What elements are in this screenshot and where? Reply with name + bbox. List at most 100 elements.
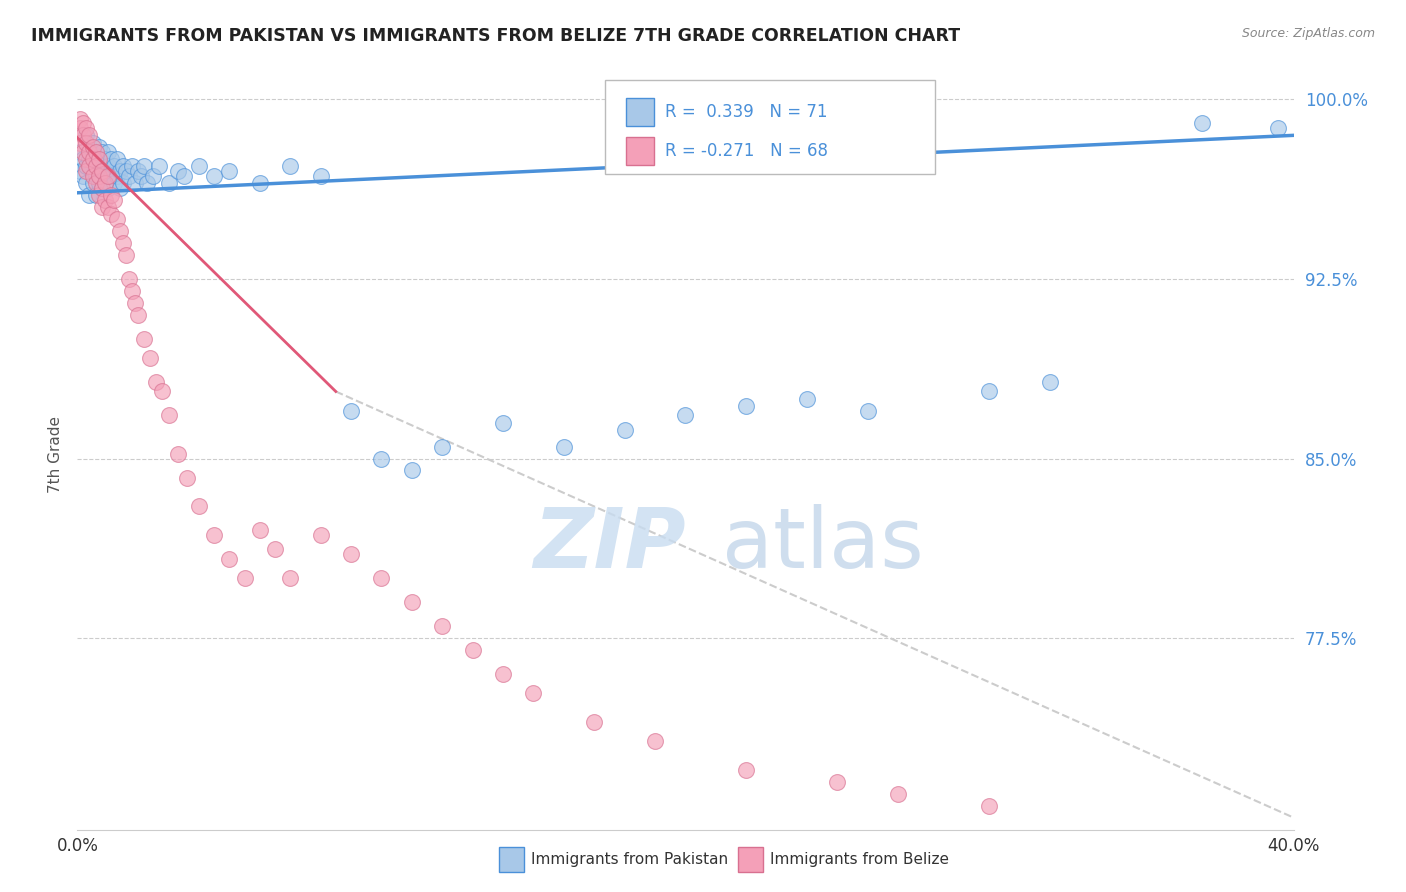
Point: [97, 200, 120, 214]
Point: [124, 296, 146, 310]
Point: [1191, 116, 1213, 130]
Text: Immigrants from Pakistan: Immigrants from Pakistan: [531, 852, 728, 867]
Point: [430, 440, 453, 454]
Point: [93, 153, 115, 167]
Point: [134, 332, 156, 346]
Point: [90, 164, 112, 178]
Point: [264, 542, 287, 557]
Point: [90, 200, 112, 214]
Point: [370, 571, 392, 585]
Point: [111, 160, 134, 174]
Point: [735, 399, 758, 413]
Point: [121, 284, 143, 298]
Point: [111, 176, 134, 190]
Point: [90, 164, 112, 178]
Point: [148, 160, 170, 174]
Text: ZIP: ZIP: [533, 504, 686, 585]
Point: [87, 169, 110, 183]
Point: [340, 547, 363, 561]
Point: [340, 403, 363, 417]
Point: [84, 153, 107, 167]
Point: [796, 392, 818, 406]
Point: [69, 136, 91, 150]
Point: [166, 447, 188, 461]
Point: [75, 176, 97, 190]
Point: [127, 164, 149, 178]
Point: [249, 524, 271, 538]
Point: [75, 136, 97, 150]
Point: [69, 145, 91, 160]
Point: [118, 169, 141, 183]
Point: [136, 176, 159, 190]
Point: [100, 207, 122, 221]
Point: [75, 128, 97, 143]
Point: [675, 409, 697, 423]
Point: [522, 686, 544, 700]
Text: Immigrants from Belize: Immigrants from Belize: [770, 852, 949, 867]
Point: [173, 169, 195, 183]
Point: [72, 128, 94, 143]
Point: [644, 734, 666, 748]
Point: [90, 181, 112, 195]
Point: [553, 440, 575, 454]
Point: [129, 169, 152, 183]
Point: [401, 463, 423, 477]
Point: [278, 571, 301, 585]
Point: [75, 160, 97, 174]
Point: [152, 384, 174, 399]
Point: [72, 145, 94, 160]
Point: [1039, 375, 1062, 389]
Text: IMMIGRANTS FROM PAKISTAN VS IMMIGRANTS FROM BELIZE 7TH GRADE CORRELATION CHART: IMMIGRANTS FROM PAKISTAN VS IMMIGRANTS F…: [31, 27, 960, 45]
Y-axis label: 7th Grade: 7th Grade: [48, 417, 63, 493]
Point: [84, 169, 107, 183]
Point: [79, 128, 101, 143]
Text: R = -0.271   N = 68: R = -0.271 N = 68: [665, 142, 828, 160]
Point: [218, 552, 240, 566]
Point: [84, 160, 107, 174]
Point: [139, 351, 162, 365]
Point: [979, 798, 1001, 813]
Text: atlas: atlas: [721, 504, 924, 585]
Point: [100, 169, 122, 183]
Point: [202, 528, 225, 542]
Point: [93, 193, 115, 207]
Point: [115, 248, 138, 262]
Point: [72, 116, 94, 130]
Point: [82, 176, 104, 190]
Point: [72, 169, 94, 183]
Point: [82, 153, 104, 167]
Point: [75, 164, 97, 178]
Point: [1267, 121, 1289, 136]
Point: [856, 403, 879, 417]
Point: [84, 145, 107, 160]
Point: [90, 145, 112, 160]
Point: [157, 176, 180, 190]
Point: [100, 188, 122, 202]
Point: [111, 235, 134, 250]
Point: [87, 140, 110, 154]
Point: [87, 153, 110, 167]
Point: [100, 153, 122, 167]
Point: [142, 169, 165, 183]
Point: [84, 188, 107, 202]
Point: [583, 714, 606, 729]
Point: [188, 160, 211, 174]
Point: [82, 169, 104, 183]
Point: [75, 153, 97, 167]
Point: [97, 145, 120, 160]
Point: [118, 272, 141, 286]
Point: [108, 164, 131, 178]
Point: [613, 423, 636, 437]
Point: [233, 571, 256, 585]
Point: [134, 160, 156, 174]
Point: [87, 176, 110, 190]
Point: [370, 451, 392, 466]
Point: [79, 160, 101, 174]
Point: [82, 140, 104, 154]
Point: [82, 147, 104, 161]
Point: [127, 308, 149, 322]
Point: [827, 774, 849, 789]
Point: [105, 212, 128, 227]
Point: [157, 409, 180, 423]
Point: [97, 160, 120, 174]
